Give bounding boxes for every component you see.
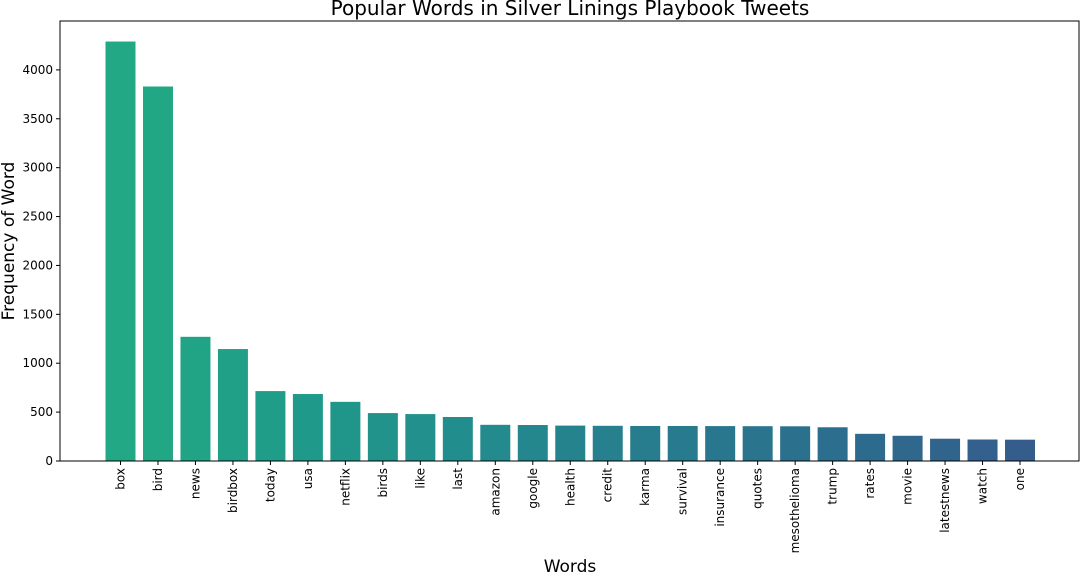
x-tick-label-karma: karma xyxy=(638,468,652,506)
bar-one xyxy=(1005,439,1036,461)
bar-insurance xyxy=(705,426,736,461)
x-tick-label-box: box xyxy=(114,468,128,490)
bar-survival xyxy=(667,426,698,461)
x-tick-label-birds: birds xyxy=(376,468,390,498)
y-axis-label: Frequency of Word xyxy=(0,162,19,321)
y-axis: 0 500 1000 1500 2000 2500 3000 3500 4000 xyxy=(22,63,60,468)
x-tick-label-rates: rates xyxy=(863,468,877,499)
y-tick-label: 3000 xyxy=(22,161,53,175)
y-tick-label: 2000 xyxy=(22,258,53,272)
x-tick-label-netflix: netflix xyxy=(338,468,352,506)
bar-amazon xyxy=(480,424,511,461)
x-tick-label-last: last xyxy=(451,468,465,490)
bar-watch xyxy=(967,439,998,461)
bar-birds xyxy=(367,413,398,461)
x-tick-label-movie: movie xyxy=(901,468,915,505)
bar-today xyxy=(255,391,286,461)
x-tick-label-one: one xyxy=(1013,468,1027,490)
bar-news xyxy=(180,336,211,461)
x-tick-label-trump: trump xyxy=(826,468,840,505)
x-tick-label-google: google xyxy=(526,468,540,509)
bar-latestnews xyxy=(930,438,961,461)
x-tick-label-usa: usa xyxy=(301,468,315,489)
plot-frame xyxy=(59,20,1080,462)
bar-google xyxy=(517,425,548,461)
x-tick-label-latestnews: latestnews xyxy=(938,468,952,533)
y-tick-label: 1500 xyxy=(22,307,53,321)
bar-rates xyxy=(855,433,886,461)
x-tick-label-birdbox: birdbox xyxy=(226,468,240,513)
x-tick-label-survival: survival xyxy=(676,468,690,515)
x-tick-label-health: health xyxy=(563,468,577,506)
bar-usa xyxy=(292,394,323,461)
x-tick-label-quotes: quotes xyxy=(751,468,765,509)
y-tick-label: 2500 xyxy=(22,210,53,224)
bar-quotes xyxy=(742,426,773,461)
bar-last xyxy=(442,417,473,461)
bar-health xyxy=(555,425,586,461)
chart-title: Popular Words in Silver Linings Playbook… xyxy=(331,0,810,20)
bar-movie xyxy=(892,435,923,461)
y-tick-label: 1000 xyxy=(22,356,53,370)
bar-netflix xyxy=(330,401,361,461)
y-tick-label: 3500 xyxy=(22,112,53,126)
x-tick-label-news: news xyxy=(188,468,202,499)
bar-like xyxy=(405,414,436,461)
x-tick-label-watch: watch xyxy=(976,468,990,504)
x-axis: box bird news birdbox today usa netflix birds li… xyxy=(114,461,1027,553)
x-tick-label-today: today xyxy=(263,468,277,502)
bar-box xyxy=(105,41,136,461)
x-tick-label-like: like xyxy=(413,468,427,489)
x-tick-label-mesothelioma: mesothelioma xyxy=(788,468,802,553)
bar-trump xyxy=(817,427,848,461)
x-tick-label-insurance: insurance xyxy=(713,468,727,527)
y-tick-label: 500 xyxy=(30,405,53,419)
plot-area xyxy=(59,20,1080,462)
y-tick-label: 4000 xyxy=(22,63,53,77)
bar-birdbox xyxy=(217,349,248,461)
x-tick-label-bird: bird xyxy=(151,468,165,491)
bar-karma xyxy=(630,426,661,461)
x-axis-label: Words xyxy=(544,557,597,576)
y-tick-label: 0 xyxy=(45,454,53,468)
bar-bird xyxy=(142,86,173,461)
x-tick-label-credit: credit xyxy=(601,468,615,503)
bar-credit xyxy=(592,425,623,461)
x-tick-label-amazon: amazon xyxy=(488,468,502,516)
bar-mesothelioma xyxy=(780,426,811,461)
